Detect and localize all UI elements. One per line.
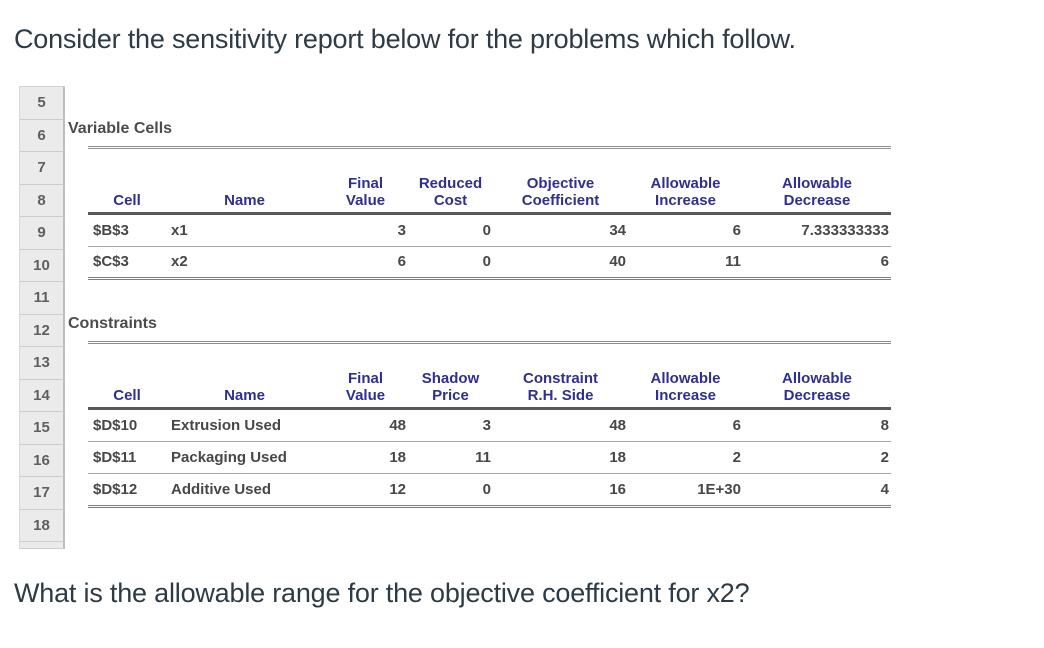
shadow-price: 11 (408, 441, 493, 474)
col-header-name: Name (166, 345, 323, 410)
col-header-final-value: Final Value (323, 150, 408, 215)
allowable-decrease: 6 (743, 246, 891, 280)
final-value: 48 (323, 408, 408, 442)
cell-name: x2 (166, 246, 323, 280)
reduced-cost: 0 (408, 246, 493, 280)
objective-coefficient: 40 (493, 246, 628, 280)
allowable-increase: 11 (628, 246, 743, 280)
variable-cells-section-label: Variable Cells (68, 120, 173, 137)
col-header-shadow-price: Shadow Price (408, 345, 493, 410)
shadow-price: 3 (408, 408, 493, 442)
allowable-decrease: 7.333333333 (743, 213, 891, 247)
constraint-rhs: 48 (493, 408, 628, 442)
col-header-allowable-decrease: Allowable Decrease (743, 345, 891, 410)
col-header-allowable-decrease: Allowable Decrease (743, 150, 891, 215)
row-number: 7 (20, 152, 65, 185)
shadow-price: 0 (408, 473, 493, 508)
final-value: 6 (323, 246, 408, 280)
final-value: 12 (323, 473, 408, 508)
cell-name: x1 (166, 213, 323, 247)
constraints-table: Cell Name Final Value Shadow Price Constra… (88, 345, 891, 508)
row-number-gutter: 5 6 7 8 9 10 11 12 13 14 15 16 17 18 (19, 86, 65, 549)
row-number: 11 (20, 282, 65, 315)
variable-cells-table: Cell Name Final Value Reduced Cost Objecti… (88, 150, 891, 280)
row-number: 13 (20, 347, 65, 380)
row-number: 17 (20, 477, 65, 510)
col-header-allowable-increase: Allowable Increase (628, 150, 743, 215)
row-number: 8 (20, 184, 65, 217)
row-number: 15 (20, 412, 65, 445)
col-header-constraint-rhs: Constraint R.H. Side (493, 345, 628, 410)
cell-ref: $B$3 (88, 213, 166, 247)
table-row: $D$11 Packaging Used 18 11 18 2 2 (88, 441, 891, 474)
row-number: 5 (20, 87, 65, 120)
cell-name: Packaging Used (166, 441, 323, 474)
row-number: 16 (20, 444, 65, 477)
sensitivity-report-screenshot: 5 6 7 8 9 10 11 12 13 14 15 16 17 18 Var… (19, 86, 899, 552)
constraint-rhs: 18 (493, 441, 628, 474)
allowable-increase: 2 (628, 441, 743, 474)
table-row: $B$3 x1 3 0 34 6 7.333333333 (88, 213, 891, 247)
allowable-increase: 6 (628, 213, 743, 247)
row-number-partial (20, 542, 65, 549)
allowable-increase: 6 (628, 408, 743, 442)
row-number: 12 (20, 314, 65, 347)
table-row: $D$12 Additive Used 12 0 16 1E+30 4 (88, 473, 891, 508)
row-number: 10 (20, 249, 65, 282)
cell-ref: $D$11 (88, 441, 166, 474)
col-header-final-value: Final Value (323, 345, 408, 410)
cell-ref: $C$3 (88, 246, 166, 280)
constraints-header-row: Cell Name Final Value Shadow Price Constra… (88, 345, 891, 410)
constraint-rhs: 16 (493, 473, 628, 508)
col-header-reduced-cost: Reduced Cost (408, 150, 493, 215)
row-number: 18 (20, 509, 65, 542)
table-row: $D$10 Extrusion Used 48 3 48 6 8 (88, 408, 891, 442)
col-header-name: Name (166, 150, 323, 215)
objective-coefficient: 34 (493, 213, 628, 247)
allowable-decrease: 4 (743, 473, 891, 508)
constraints-underline (88, 341, 891, 344)
cell-ref: $D$10 (88, 408, 166, 442)
row-number: 9 (20, 217, 65, 250)
final-value: 18 (323, 441, 408, 474)
constraints-section-label: Constraints (68, 315, 157, 332)
allowable-decrease: 2 (743, 441, 891, 474)
cell-name: Additive Used (166, 473, 323, 508)
intro-text: Consider the sensitivity report below fo… (14, 24, 796, 54)
cell-ref: $D$12 (88, 473, 166, 508)
cell-name: Extrusion Used (166, 408, 323, 442)
row-number: 14 (20, 379, 65, 412)
final-value: 3 (323, 213, 408, 247)
col-header-allowable-increase: Allowable Increase (628, 345, 743, 410)
reduced-cost: 0 (408, 213, 493, 247)
variable-cells-underline (88, 146, 891, 149)
question-text: What is the allowable range for the obje… (14, 578, 750, 608)
col-header-cell: Cell (88, 150, 166, 215)
col-header-cell: Cell (88, 345, 166, 410)
variable-cells-header-row: Cell Name Final Value Reduced Cost Objecti… (88, 150, 891, 215)
row-number: 6 (20, 119, 65, 152)
table-row: $C$3 x2 6 0 40 11 6 (88, 246, 891, 280)
allowable-increase: 1E+30 (628, 473, 743, 508)
allowable-decrease: 8 (743, 408, 891, 442)
col-header-objective-coefficient: Objective Coefficient (493, 150, 628, 215)
